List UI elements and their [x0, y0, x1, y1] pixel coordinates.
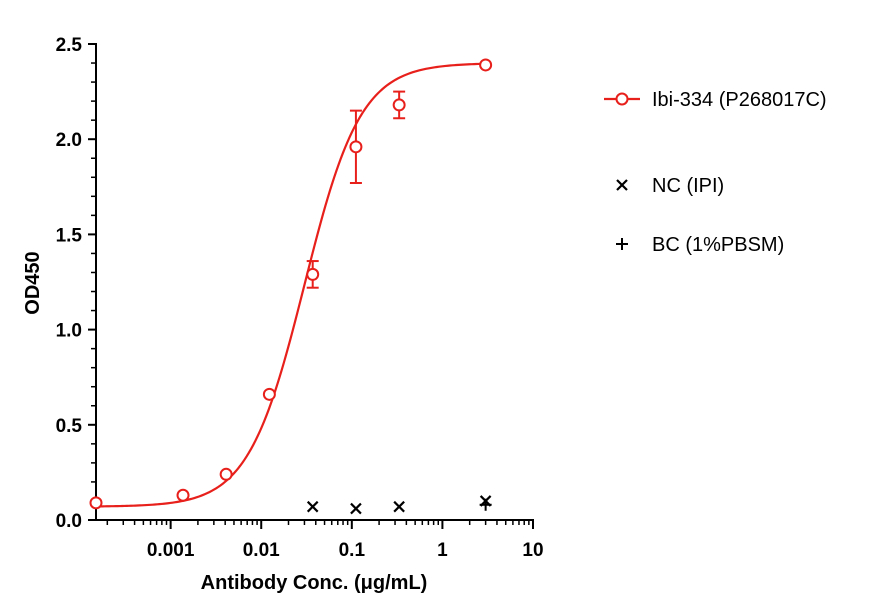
legend-marker [616, 238, 628, 250]
x-tick-label: 10 [522, 540, 543, 561]
series-1-point [392, 98, 406, 112]
series-1-point [349, 140, 363, 154]
series-1-point [176, 488, 190, 502]
x-tick-label: 0.1 [339, 540, 366, 561]
series-1-point [89, 496, 103, 510]
series-1-fit-line [95, 62, 490, 508]
y-tick-label: 2.0 [56, 130, 82, 151]
series-2-point [306, 500, 319, 513]
y-tick-label: 1.0 [56, 321, 82, 342]
y-tick-label: 0.0 [56, 511, 82, 532]
series-2-point [393, 500, 405, 513]
y-tick-label: 0.5 [56, 416, 83, 437]
legend-entry-3: BC (1%PBSM) [616, 234, 784, 256]
legend-marker [616, 179, 628, 191]
axes: 0.0 0.5 1.0 1.5 2.0 2.5 0.001 0.01 0.1 1 10 [56, 35, 544, 561]
data-points [89, 58, 493, 515]
x-axis-title: Antibody Conc. (μg/mL) [201, 572, 428, 594]
series-1-point [262, 387, 276, 401]
legend-entry-1: Ibi-334 (P268017C) [604, 89, 827, 111]
x-tick-label: 1 [437, 540, 448, 561]
y-tick-label: 1.5 [56, 225, 83, 246]
x-tick-label: 0.01 [243, 540, 280, 561]
series-1-point [219, 467, 233, 481]
legend: Ibi-334 (P268017C) NC (IPI) BC (1%PBSM) [604, 89, 827, 256]
legend-label: NC (IPI) [652, 175, 724, 197]
series-2-point [350, 502, 362, 515]
y-axis-title: OD450 [22, 251, 44, 314]
legend-entry-2: NC (IPI) [616, 175, 724, 197]
y-tick-label: 2.5 [56, 35, 83, 56]
series-1-point [479, 58, 493, 72]
fit-curves [95, 62, 490, 508]
legend-label: BC (1%PBSM) [652, 234, 784, 256]
series-3-point [479, 498, 492, 511]
series-1-point [306, 267, 320, 281]
x-tick-label: 0.001 [147, 540, 195, 561]
legend-label: Ibi-334 (P268017C) [652, 89, 827, 111]
legend-marker [615, 92, 629, 106]
